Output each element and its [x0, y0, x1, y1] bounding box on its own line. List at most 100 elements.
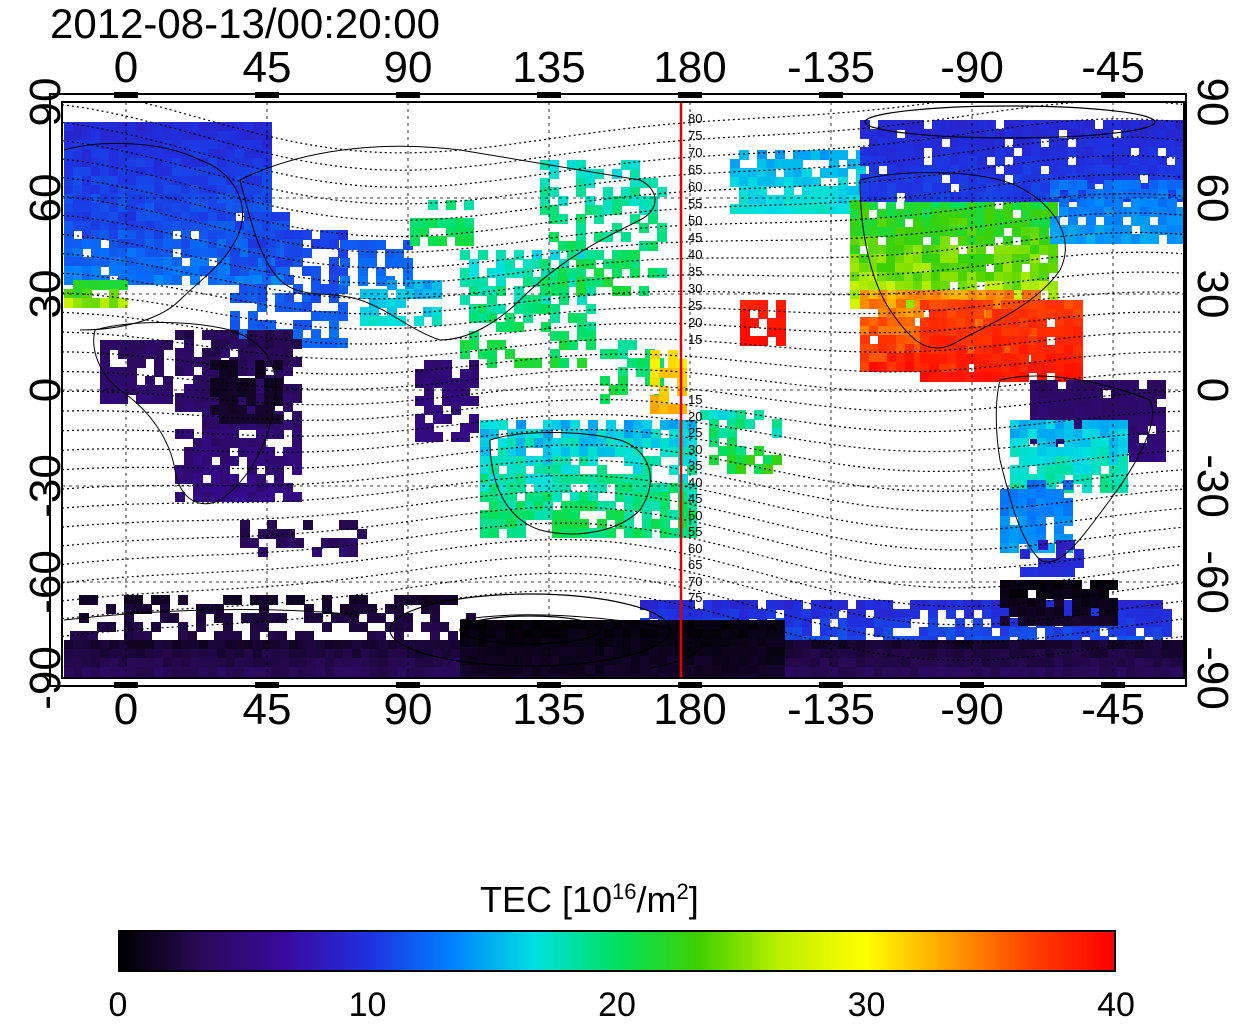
tec-cell — [154, 176, 164, 186]
tec-cell — [202, 465, 212, 475]
tec-cell — [658, 620, 668, 630]
tec-cell — [639, 286, 649, 296]
tec-cell — [361, 658, 371, 668]
tec-cell — [172, 158, 182, 168]
tec-cell — [958, 281, 968, 291]
tec-cell — [576, 268, 586, 278]
tec-cell — [145, 275, 155, 285]
tec-cell — [1171, 658, 1181, 668]
tec-cell — [991, 618, 1001, 628]
tec-cell — [208, 149, 218, 159]
contour-label: 45 — [688, 230, 703, 245]
tec-cell — [618, 367, 628, 377]
tec-cell — [217, 230, 227, 240]
tec-cell — [172, 239, 182, 249]
tec-cell — [480, 492, 490, 502]
tec-cell — [505, 259, 515, 269]
tec-cell — [127, 275, 137, 285]
tec-cell — [869, 165, 879, 175]
tec-cell — [721, 638, 731, 648]
tec-cell — [910, 600, 920, 610]
tec-cell — [172, 257, 182, 267]
tec-cell — [1090, 598, 1100, 608]
tec-cell — [1018, 589, 1028, 599]
tec-cell — [190, 158, 200, 168]
tec-cell — [1063, 616, 1073, 626]
tec-cell — [922, 209, 932, 219]
tec-cell — [1074, 558, 1084, 568]
tec-cell — [811, 649, 821, 659]
top-lon-tick-label: 0 — [113, 43, 139, 92]
tec-cell — [624, 438, 634, 448]
tec-cell — [274, 348, 284, 358]
tec-cell — [1094, 174, 1104, 184]
tec-cell — [190, 275, 200, 285]
tec-cell — [163, 239, 173, 249]
tec-cell — [217, 149, 227, 159]
tec-cell — [793, 618, 803, 628]
top-lon-tick-label: 45 — [242, 43, 292, 92]
tec-cell — [325, 640, 335, 650]
tec-cell — [1091, 465, 1101, 475]
tec-cell — [100, 376, 110, 386]
tec-cell — [226, 221, 236, 231]
tec-cell — [523, 638, 533, 648]
tec-cell — [446, 218, 456, 228]
tec-cell — [1073, 354, 1083, 364]
contour-label: 35 — [688, 264, 703, 279]
tec-cell — [667, 620, 677, 630]
tec-cell — [214, 613, 224, 623]
tec-cell — [1012, 254, 1022, 264]
tec-cell — [995, 147, 1005, 157]
tec-cell — [550, 665, 560, 675]
tec-cell — [949, 272, 959, 282]
tec-cell — [325, 667, 335, 677]
tec-cell — [585, 169, 595, 179]
tec-cell — [228, 360, 238, 370]
tec-cell — [274, 465, 284, 475]
tec-cell — [946, 658, 956, 668]
tec-cell — [249, 538, 259, 548]
tec-cell — [874, 627, 884, 637]
tec-cell — [1031, 183, 1041, 193]
tec-cell — [1045, 489, 1055, 499]
tec-cell — [109, 230, 119, 240]
tec-cell — [295, 631, 305, 641]
tec-cell — [311, 284, 321, 294]
tec-cell — [226, 158, 236, 168]
tec-cell — [478, 656, 488, 666]
tec-cell — [1012, 272, 1022, 282]
tec-cell — [1012, 263, 1022, 273]
tec-cell — [986, 147, 996, 157]
tec-cell — [514, 358, 524, 368]
left-lat-tick-label: 30 — [21, 269, 70, 319]
tec-cell — [1030, 245, 1040, 255]
tec-cell — [187, 631, 197, 641]
tec-cell — [667, 629, 677, 639]
tec-cell — [955, 627, 965, 637]
tec-cell — [133, 595, 143, 605]
tec-cell — [1000, 649, 1010, 659]
tec-cell — [606, 438, 616, 448]
tec-cell — [1018, 649, 1028, 659]
tec-cell — [964, 640, 974, 650]
tec-cell — [181, 658, 191, 668]
tec-cell — [1162, 627, 1172, 637]
tec-cell — [208, 185, 218, 195]
tec-cell — [1139, 120, 1149, 130]
tec-cell — [976, 245, 986, 255]
contour-label: 60 — [688, 179, 703, 194]
tec-cell — [208, 158, 218, 168]
tec-cell — [460, 387, 470, 397]
tec-cell — [1072, 627, 1082, 637]
tec-cell — [1009, 607, 1019, 617]
tec-cell — [1131, 198, 1141, 208]
tec-cell — [959, 165, 969, 175]
tec-cell — [498, 474, 508, 484]
tec-cell — [937, 667, 947, 677]
tec-cell — [289, 658, 299, 668]
tec-cell — [624, 447, 634, 457]
tec-cell — [757, 665, 767, 675]
tec-cell — [802, 204, 812, 214]
tec-cell — [1028, 309, 1038, 319]
